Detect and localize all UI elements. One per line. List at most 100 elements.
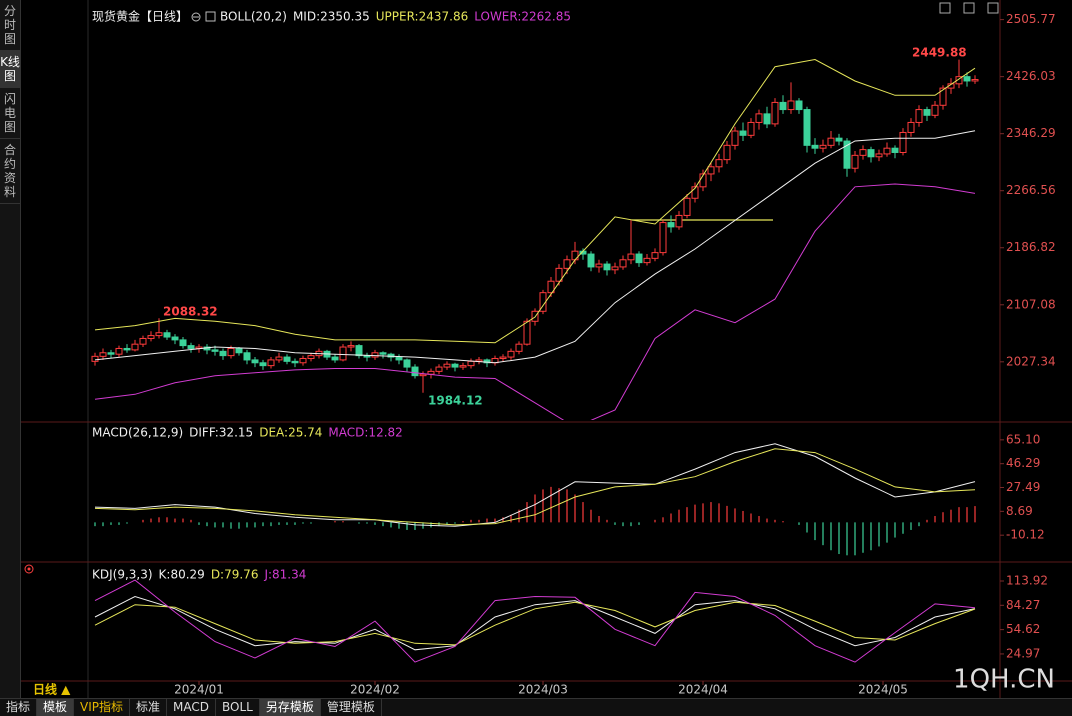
boll-icon xyxy=(205,11,216,22)
bottom-tab[interactable]: VIP指标 xyxy=(74,699,131,716)
legend-item: J:81.34 xyxy=(263,568,306,582)
x-tick-label: 2024/05 xyxy=(858,683,908,697)
y-tick-label: 84.27 xyxy=(1006,598,1040,612)
legend-item: KDJ(9,3,3) xyxy=(92,568,153,582)
candle-body xyxy=(139,337,147,345)
candle-body xyxy=(963,76,971,82)
legend-item: DIFF:32.15 xyxy=(189,426,253,440)
candle-body xyxy=(931,104,939,116)
candle-body xyxy=(339,346,347,361)
window-icon[interactable] xyxy=(987,2,999,14)
candle-body xyxy=(707,166,715,175)
candle-body xyxy=(91,355,99,362)
candle-body xyxy=(523,320,531,345)
candle-body xyxy=(795,100,803,111)
legend-item: K:80.29 xyxy=(159,568,205,582)
bottom-tab[interactable]: BOLL xyxy=(216,699,260,716)
candle-body xyxy=(187,345,195,349)
candle-body xyxy=(243,352,251,361)
candle-body xyxy=(643,257,651,264)
candle-body xyxy=(555,267,563,282)
indicator-line xyxy=(94,595,976,651)
candle-body xyxy=(739,130,747,136)
candle-body xyxy=(571,250,579,261)
candle-body xyxy=(691,186,699,199)
bottom-tab[interactable]: 标准 xyxy=(130,699,168,716)
candle-body xyxy=(659,222,667,254)
y-tick-label: 65.10 xyxy=(1006,432,1040,446)
indicator-line xyxy=(94,579,976,663)
legend-item: LOWER:2262.85 xyxy=(474,10,571,24)
candle-body xyxy=(515,343,523,352)
indicator-line xyxy=(94,130,976,364)
candle-body xyxy=(267,359,275,367)
panel xyxy=(94,443,976,556)
candle-body xyxy=(275,356,283,361)
sidebar-tab[interactable]: 分时图 xyxy=(0,0,20,51)
candle-body xyxy=(499,356,507,359)
candle-body xyxy=(851,154,859,169)
high-label: 2449.88 xyxy=(912,46,967,60)
indicator-line xyxy=(94,448,976,526)
candle-body xyxy=(171,336,179,341)
candle-body xyxy=(595,263,603,268)
candle-body xyxy=(443,363,451,368)
sidebar-tab[interactable]: 合约资料 xyxy=(0,139,20,204)
panel xyxy=(91,58,979,420)
x-tick-label: 2024/02 xyxy=(350,683,400,697)
candle-body xyxy=(619,259,627,268)
candle-body xyxy=(251,359,259,364)
legend-item: BOLL(20,2) xyxy=(220,10,287,24)
candle-body xyxy=(547,280,555,294)
sidebar-tab[interactable]: 闪电图 xyxy=(0,88,20,139)
bottom-tab[interactable]: MACD xyxy=(167,699,217,716)
candle-body xyxy=(259,362,267,367)
candle-body xyxy=(867,149,875,158)
candle-body xyxy=(219,350,227,357)
kdj-icon xyxy=(24,564,34,574)
indicator-line xyxy=(94,443,976,527)
watermark: 1QH.CN xyxy=(953,665,1055,695)
candle-body xyxy=(755,113,763,123)
candle-body xyxy=(107,352,115,355)
y-tick-label: 2346.29 xyxy=(1006,126,1056,140)
window-icon[interactable] xyxy=(939,2,951,14)
candle-body xyxy=(379,352,387,355)
candle-body xyxy=(747,121,755,136)
bottom-tab[interactable]: 模板 xyxy=(37,699,75,716)
y-tick-label: 27.49 xyxy=(1006,480,1040,494)
y-tick-label: 2107.08 xyxy=(1006,297,1056,311)
legend-item: DEA:25.74 xyxy=(259,426,322,440)
y-tick-label: 113.92 xyxy=(1006,573,1048,587)
candle-body xyxy=(803,109,811,146)
candle-body xyxy=(411,366,419,377)
candle-body xyxy=(971,79,979,82)
candle-body xyxy=(923,109,931,116)
y-tick-label: 54.62 xyxy=(1006,622,1040,636)
bottom-tab[interactable]: 另存模板 xyxy=(259,699,321,716)
period-label[interactable]: 日线 ▲ xyxy=(33,682,71,697)
candle-body xyxy=(787,100,795,111)
candle-body xyxy=(891,147,899,153)
candle-body xyxy=(883,147,891,155)
candle-body xyxy=(675,214,683,228)
candle-body xyxy=(907,121,915,133)
candle-body xyxy=(283,356,291,362)
indicator-line xyxy=(94,183,976,420)
candle-body xyxy=(147,335,155,339)
y-tick-label: 2027.34 xyxy=(1006,354,1056,368)
candle-body xyxy=(235,347,243,354)
bottom-tab[interactable]: 指标 xyxy=(0,699,38,716)
y-tick-label: 2426.03 xyxy=(1006,69,1056,83)
high-label: 2088.32 xyxy=(163,305,218,319)
candle-body xyxy=(715,159,723,168)
sidebar-tab[interactable]: K线图 xyxy=(0,51,20,88)
candle-body xyxy=(371,352,379,358)
bottom-tab[interactable]: 管理模板 xyxy=(321,699,382,716)
window-icon[interactable] xyxy=(963,2,975,14)
candle-body xyxy=(123,347,131,351)
legend-item: MACD(26,12,9) xyxy=(92,426,183,440)
candle-body xyxy=(651,252,659,259)
